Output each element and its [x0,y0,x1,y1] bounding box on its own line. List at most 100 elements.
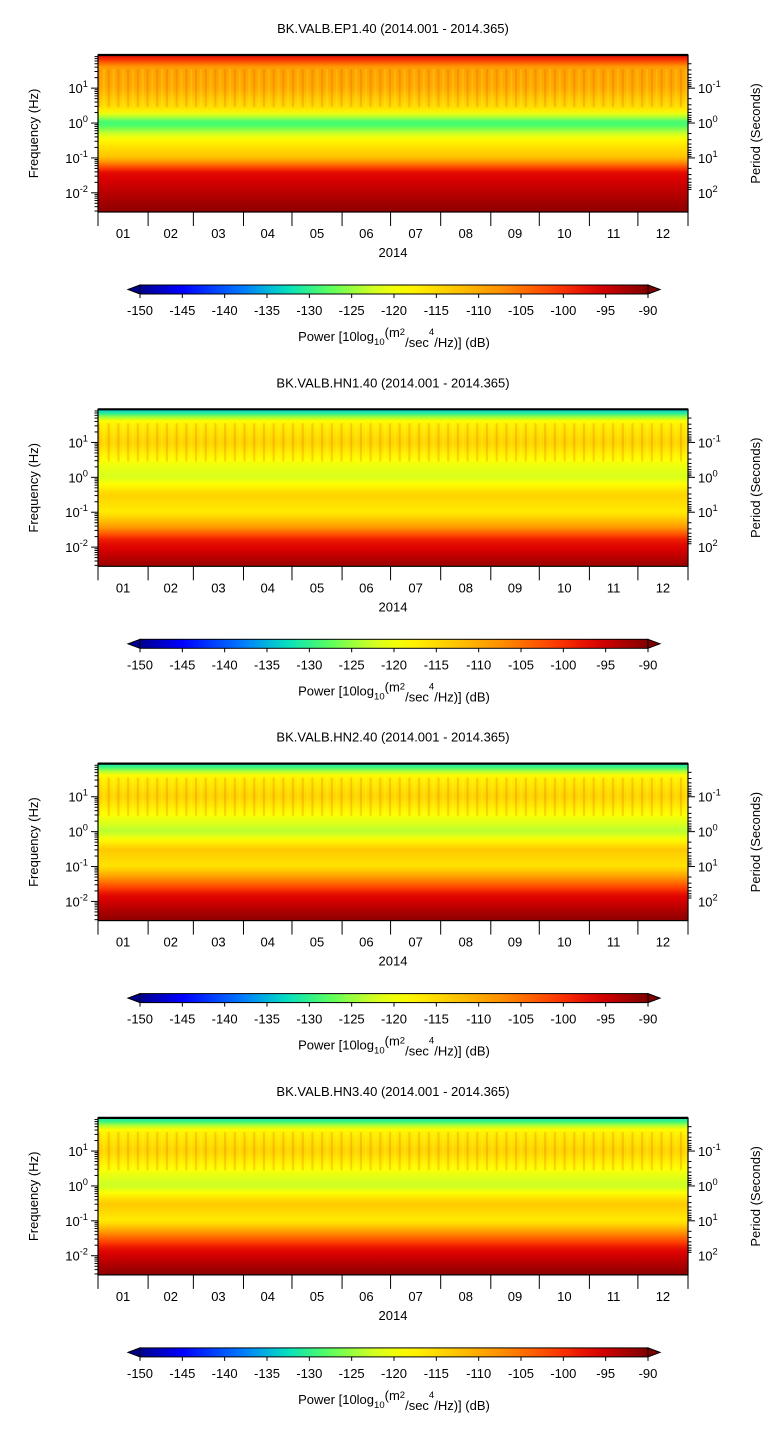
colorbar-tick-label: -105 [508,1366,534,1381]
colorbar-tick-label: -140 [212,1012,238,1027]
colorbar-tick-label: -130 [296,657,322,672]
colorbar-tick-label: -125 [339,1012,365,1027]
colorbar-label: Power [10log10(m2/sec4/Hz)] (dB) [298,1388,490,1413]
x-tick-label: 08 [459,226,473,241]
x-tick-label: 05 [310,935,324,950]
y-tick-label: 10-1 [65,1212,88,1229]
colorbar-tick-label: -90 [639,1012,658,1027]
colorbar [139,284,649,295]
x-tick-label: 01 [116,580,130,595]
colorbar-tick-label: -95 [596,657,615,672]
y-tick-label: 10-1 [65,503,88,520]
x-tick-label: 07 [408,580,422,595]
x-tick-label: 01 [116,226,130,241]
y2-axis-label: Period (Seconds) [748,83,763,183]
y-axis-label: Frequency (Hz) [26,443,41,533]
y2-tick-label: 10-1 [698,788,721,805]
colorbar-tick-label: -115 [424,1366,449,1381]
y2-tick-label: 100 [698,1177,718,1194]
y2-axis-label: Period (Seconds) [748,438,763,538]
x-tick-label: 01 [116,1289,130,1304]
colorbar-tick-label: -150 [127,1366,153,1381]
y2-tick-label: 101 [698,858,718,875]
x-tick-label: 06 [359,580,373,595]
colorbar-tick-label: -130 [296,1366,322,1381]
x-tick-label: 04 [260,580,274,595]
x-tick-label: 09 [508,1289,522,1304]
colorbar-max-arrow [647,284,662,295]
y2-tick-label: 101 [698,149,718,166]
colorbar-min-arrow [126,992,141,1004]
x-axis-label: 2014 [379,1308,408,1323]
colorbar-tick-label: -135 [254,1366,280,1381]
x-axis-label: 2014 [379,245,408,260]
chart-title: BK.VALB.HN3.40 (2014.001 - 2014.365) [276,1084,509,1099]
y-axis-label: Frequency (Hz) [26,89,41,179]
colorbar-tick-label: -140 [212,1366,238,1381]
colorbar-tick-label: -150 [127,657,153,672]
colorbar-tick-label: -145 [169,303,195,318]
colorbar [139,1347,649,1358]
x-tick-label: 03 [211,935,225,950]
x-tick-label: 12 [656,1289,670,1304]
colorbar-tick-label: -110 [466,657,491,672]
colorbar-tick-label: -105 [508,303,534,318]
y2-tick-label: 101 [698,1212,718,1229]
colorbar-tick-label: -90 [639,303,658,318]
colorbar [139,638,649,649]
colorbar-max-arrow [647,1347,662,1358]
x-tick-label: 04 [260,226,274,241]
y-tick-label: 10-2 [65,1247,88,1264]
x-tick-label: 02 [164,935,178,950]
colorbar-tick-label: -145 [169,657,195,672]
x-tick-label: 11 [607,226,621,241]
y-tick-label: 100 [68,468,88,485]
colorbar-tick-label: -145 [169,1366,195,1381]
x-tick-label: 08 [459,935,473,950]
chart-panel: BK.VALB.HN1.40 (2014.001 - 2014.365) 01 02… [26,375,763,704]
y-tick-label: 10-2 [65,892,88,909]
y-tick-label: 101 [68,79,88,96]
chart-title: BK.VALB.HN1.40 (2014.001 - 2014.365) [276,375,509,390]
colorbar-tick-label: -130 [296,1012,322,1027]
colorbar-label: Power [10log10(m2/sec4/Hz)] (dB) [298,325,490,350]
y-axis-label: Frequency (Hz) [26,1152,41,1242]
colorbar-tick-label: -100 [550,1366,576,1381]
x-tick-label: 06 [359,226,373,241]
x-tick-label: 12 [656,935,670,950]
x-tick-label: 05 [310,1289,324,1304]
heatmap-texture [98,1131,687,1171]
y-tick-label: 100 [68,823,88,840]
colorbar-tick-label: -120 [381,657,407,672]
colorbar-tick-label: -135 [254,657,280,672]
x-tick-label: 07 [408,935,422,950]
colorbar-tick-label: -135 [254,1012,280,1027]
x-tick-label: 01 [116,935,130,950]
y-tick-label: 10-2 [65,538,88,555]
y2-tick-label: 100 [698,114,718,131]
y2-tick-label: 102 [698,1247,718,1264]
y-tick-label: 10-1 [65,149,88,166]
heatmap-texture [98,68,687,108]
colorbar-tick-label: -140 [212,657,238,672]
y-tick-label: 10-1 [65,858,88,875]
x-tick-label: 09 [508,935,522,950]
chart-title: BK.VALB.EP1.40 (2014.001 - 2014.365) [277,21,509,36]
colorbar-tick-label: -125 [339,657,365,672]
colorbar-tick-label: -135 [254,303,280,318]
colorbar-tick-label: -100 [550,303,576,318]
x-tick-label: 08 [459,1289,473,1304]
colorbar-tick-label: -130 [296,303,322,318]
chart-panel: BK.VALB.HN3.40 (2014.001 - 2014.365) 01 02… [26,1084,763,1413]
x-tick-label: 08 [459,580,473,595]
chart-panel: BK.VALB.EP1.40 (2014.001 - 2014.365) 01 02… [26,21,763,350]
y-tick-label: 100 [68,114,88,131]
y2-tick-label: 100 [698,823,718,840]
colorbar-label: Power [10log10(m2/sec4/Hz)] (dB) [298,1034,490,1059]
colorbar-tick-label: -100 [550,657,576,672]
heatmap-image [98,55,688,212]
y2-tick-label: 102 [698,184,718,201]
x-tick-label: 09 [508,580,522,595]
colorbar-tick-label: -90 [639,657,658,672]
x-tick-label: 10 [557,580,571,595]
